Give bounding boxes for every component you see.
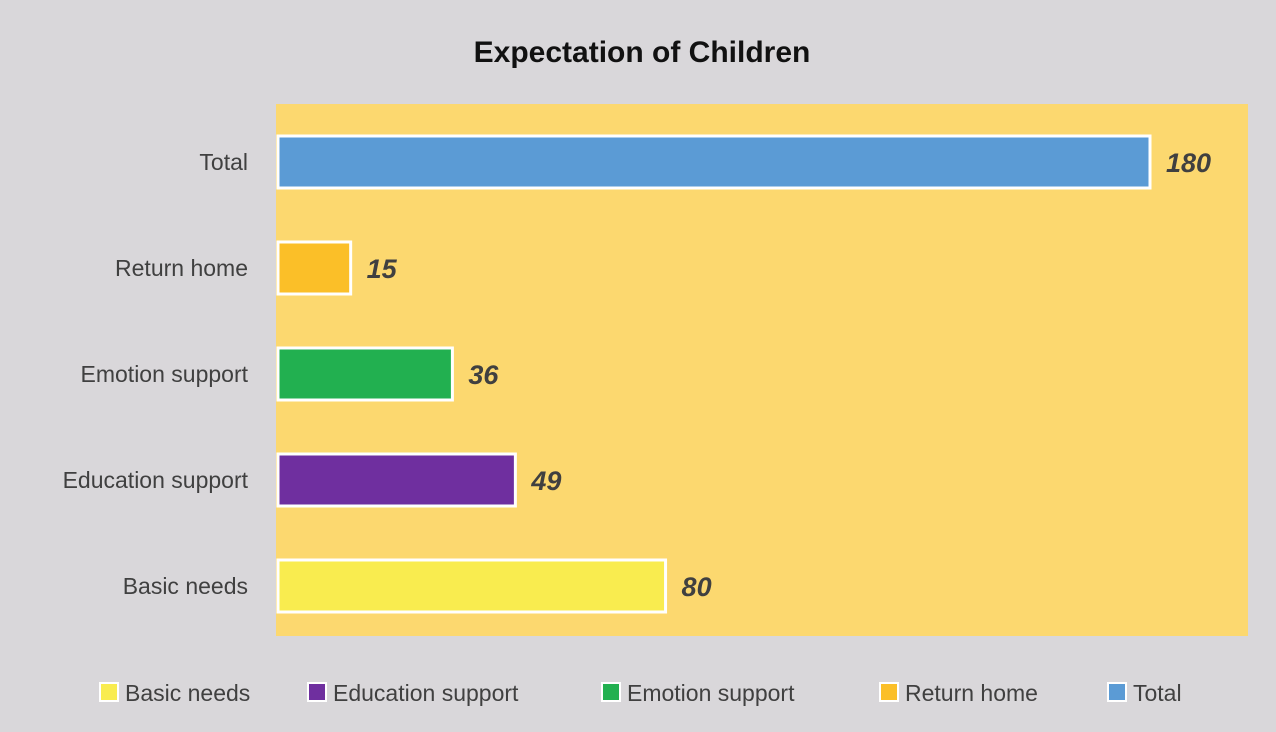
- legend-swatch-return-home: [879, 682, 899, 702]
- bar-return-home: [276, 240, 353, 296]
- category-label-return-home: Return home: [115, 255, 248, 281]
- data-label-return-home: 15: [367, 254, 398, 284]
- data-label-education-support: 49: [530, 466, 561, 496]
- bar-education-support: [276, 452, 517, 508]
- bar-basic-needs: [276, 558, 668, 614]
- legend-swatch-total: [1107, 682, 1127, 702]
- category-label-education-support: Education support: [63, 467, 249, 493]
- legend-label-education-support: Education support: [333, 680, 519, 706]
- category-label-emotion-support: Emotion support: [81, 361, 249, 387]
- bar-emotion-support: [276, 346, 454, 402]
- category-label-total: Total: [199, 149, 248, 175]
- legend-label-return-home: Return home: [905, 680, 1038, 706]
- bars-layer: [276, 134, 1152, 614]
- bar-total: [276, 134, 1152, 190]
- legend-swatch-education-support: [307, 682, 327, 702]
- legend-label-basic-needs: Basic needs: [125, 680, 250, 706]
- data-label-basic-needs: 80: [682, 572, 712, 602]
- legend-label-emotion-support: Emotion support: [627, 680, 795, 706]
- chart-title: Expectation of Children: [474, 36, 811, 69]
- legend-swatch-emotion-support: [601, 682, 621, 702]
- data-label-total: 180: [1166, 148, 1211, 178]
- legend-swatch-basic-needs: [99, 682, 119, 702]
- legend: Basic needs Education support Emotion supp…: [99, 680, 1182, 706]
- legend-label-total: Total: [1133, 680, 1182, 706]
- category-label-basic-needs: Basic needs: [123, 573, 248, 599]
- category-labels: Basic needs Education support Emotion supp…: [63, 149, 249, 599]
- data-label-emotion-support: 36: [468, 360, 499, 390]
- data-labels: 80 49 36 15 180: [367, 148, 1211, 602]
